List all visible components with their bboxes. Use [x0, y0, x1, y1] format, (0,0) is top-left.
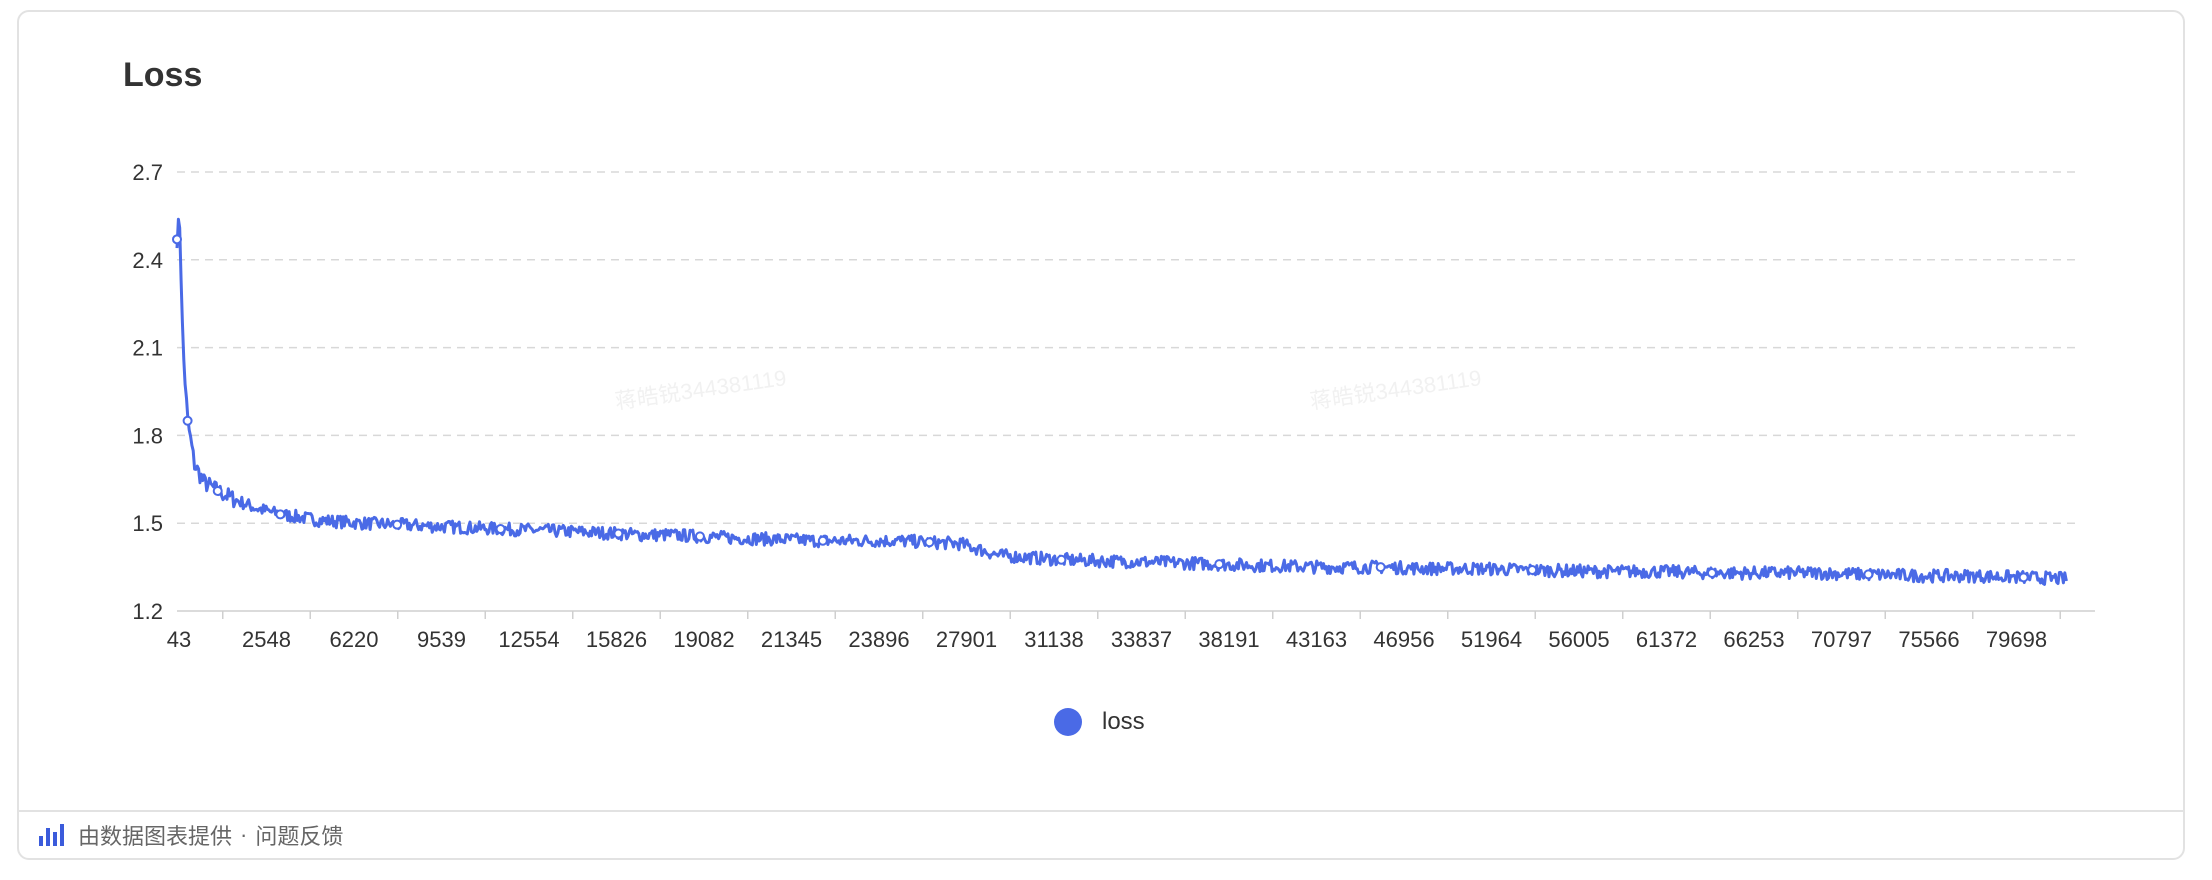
x-tick-label: 31138	[1024, 627, 1084, 652]
x-tick-label: 51964	[1461, 627, 1522, 652]
x-tick-label: 19082	[673, 627, 734, 652]
x-tick-label: 43163	[1286, 627, 1347, 652]
chart-card: Loss 1.2 1.5 1.8 2.1 2.4 2.7 43 2548 6220 9539 125…	[17, 10, 2185, 860]
x-tick-label: 43	[167, 627, 191, 652]
x-tick-label: 79698	[1986, 627, 2047, 652]
x-tick-label: 12554	[498, 627, 559, 652]
x-tick-label: 75566	[1898, 627, 1959, 652]
y-tick-label: 1.2	[132, 599, 163, 624]
x-tick-label: 33837	[1111, 627, 1172, 652]
data-point	[212, 486, 223, 497]
data-point	[1214, 559, 1225, 570]
data-point	[275, 509, 286, 520]
legend[interactable]: loss	[1054, 708, 1145, 736]
data-point	[495, 524, 506, 535]
data-point	[1056, 554, 1067, 565]
data-point	[172, 234, 182, 245]
data-point	[1706, 567, 1717, 578]
legend-marker-icon	[1054, 708, 1082, 736]
loss-line-chart: 1.2 1.5 1.8 2.1 2.4 2.7 43 2548 6220 9539 12554 158…	[132, 160, 2095, 652]
chart-footer: 由数据图表提供 · 问题反馈	[19, 810, 2183, 858]
x-tick-label: 15826	[586, 627, 647, 652]
y-tick-label: 1.5	[132, 511, 163, 536]
x-tick-label: 61372	[1636, 627, 1697, 652]
data-point	[2018, 572, 2029, 583]
x-tick-label: 70797	[1811, 627, 1872, 652]
series-line-loss	[175, 217, 2069, 586]
x-tick-label: 21345	[761, 627, 822, 652]
y-tick-label: 1.8	[132, 423, 163, 448]
bar-chart-icon	[39, 824, 64, 846]
data-point	[1863, 569, 1874, 580]
feedback-link[interactable]: 问题反馈	[255, 824, 344, 849]
x-tick-label: 23896	[848, 627, 909, 652]
chart-title: Loss	[123, 56, 203, 94]
x-tick-label: 38191	[1198, 627, 1259, 652]
x-tick-label: 56005	[1548, 627, 1609, 652]
legend-label: loss	[1102, 708, 1145, 735]
data-point	[1527, 565, 1538, 576]
x-tick-label: 27901	[936, 627, 997, 652]
data-point	[613, 528, 624, 539]
data-point	[182, 415, 193, 426]
x-tick-label: 66253	[1723, 627, 1784, 652]
x-tick-label: 2548	[242, 627, 291, 652]
data-point	[817, 535, 828, 546]
y-tick-label: 2.1	[132, 336, 163, 361]
x-tick-label: 9539	[417, 627, 466, 652]
data-point	[924, 537, 935, 548]
data-point	[1375, 562, 1386, 573]
data-point	[392, 519, 403, 530]
data-point	[694, 531, 705, 542]
x-tick-label: 6220	[330, 627, 379, 652]
footer-separator: ·	[240, 822, 248, 847]
y-tick-label: 2.4	[132, 248, 163, 273]
y-tick-label: 2.7	[132, 160, 163, 185]
x-tick-label: 46956	[1373, 627, 1434, 652]
provider-text: 由数据图表提供	[78, 824, 233, 849]
